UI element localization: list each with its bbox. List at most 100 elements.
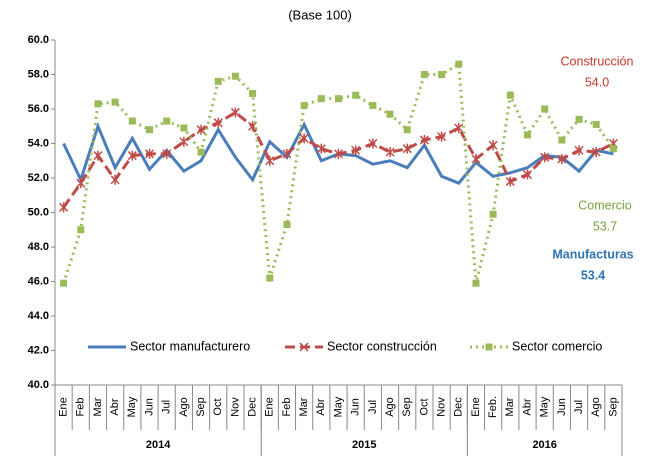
marker xyxy=(575,115,583,123)
marker xyxy=(506,91,514,99)
marker xyxy=(369,102,377,110)
marker xyxy=(110,174,120,185)
marker xyxy=(541,105,549,113)
x-tick-label: Ene xyxy=(470,397,482,417)
marker xyxy=(128,117,136,125)
x-tick-label: May xyxy=(539,396,551,417)
marker xyxy=(180,124,188,132)
marker xyxy=(213,117,223,128)
marker xyxy=(282,148,292,159)
marker xyxy=(60,279,68,287)
marker xyxy=(335,95,342,103)
marker xyxy=(179,136,189,147)
marker xyxy=(368,138,378,149)
x-tick-label: Jun xyxy=(143,398,155,416)
annotation: Manufacturas xyxy=(552,247,633,261)
marker xyxy=(317,95,325,103)
marker xyxy=(146,126,153,134)
legend-label: Sector manufacturero xyxy=(130,339,250,353)
marker xyxy=(231,72,239,80)
marker xyxy=(591,147,601,158)
legend-marker xyxy=(485,343,493,351)
x-tick-label: Sep xyxy=(195,397,207,417)
marker xyxy=(386,110,394,118)
annotation: 53.7 xyxy=(593,219,617,233)
y-tick-label: 50.0 xyxy=(28,206,49,218)
marker xyxy=(403,126,411,134)
marker xyxy=(402,143,412,154)
x-tick-label: Oct xyxy=(212,398,224,415)
annotation: 53.4 xyxy=(581,268,605,282)
marker xyxy=(300,102,308,110)
marker xyxy=(77,226,85,234)
marker xyxy=(266,274,274,282)
marker xyxy=(76,178,86,189)
marker xyxy=(574,145,584,156)
marker xyxy=(299,133,309,144)
marker xyxy=(163,117,171,125)
legend-label: Sector construcción xyxy=(327,339,437,353)
marker xyxy=(540,152,550,163)
marker xyxy=(196,124,206,135)
marker xyxy=(214,77,222,85)
x-tick-label: Mar xyxy=(504,397,516,416)
marker xyxy=(609,145,617,153)
group-label: 2015 xyxy=(352,439,376,451)
x-tick-label: Abr xyxy=(521,398,533,415)
chart-title: (Base 100) xyxy=(288,7,352,22)
legend-label: Sector comercio xyxy=(512,339,602,353)
marker xyxy=(557,154,567,165)
annotation: Construcción xyxy=(561,54,634,68)
marker xyxy=(524,131,531,139)
x-tick-label: Ago xyxy=(590,397,602,417)
series-line xyxy=(62,61,615,284)
x-tick-label: Ene xyxy=(264,397,276,417)
marker xyxy=(144,148,155,159)
marker xyxy=(438,71,446,78)
x-tick-label: Ago xyxy=(384,397,396,417)
x-tick-label: Feb. xyxy=(487,396,499,418)
y-tick-label: 54.0 xyxy=(28,137,49,149)
x-tick-label: Jul xyxy=(573,400,585,414)
y-tick-label: 56.0 xyxy=(28,103,49,115)
x-tick-label: Oct xyxy=(418,398,430,415)
marker xyxy=(230,107,240,118)
marker xyxy=(127,150,137,161)
marker xyxy=(352,91,360,99)
x-tick-label: Dec xyxy=(453,397,465,417)
y-tick-label: 46.0 xyxy=(28,275,49,287)
marker xyxy=(249,89,257,97)
y-tick-label: 42.0 xyxy=(28,344,49,356)
x-tick-label: Feb xyxy=(281,398,293,417)
y-tick-label: 58.0 xyxy=(28,68,49,80)
marker xyxy=(283,221,291,229)
x-tick-label: Sep xyxy=(607,397,619,417)
marker xyxy=(111,98,119,106)
marker xyxy=(437,131,447,142)
marker xyxy=(419,135,429,146)
annotation: Comercio xyxy=(578,198,632,212)
x-tick-label: Mar xyxy=(92,397,104,416)
x-tick-label: Dec xyxy=(246,397,258,417)
marker xyxy=(505,176,515,187)
x-tick-label: Sep xyxy=(401,397,413,417)
marker xyxy=(558,136,566,144)
x-tick-label: Jul xyxy=(367,400,379,414)
x-tick-label: Jun xyxy=(350,398,362,416)
x-tick-label: Mar xyxy=(298,397,310,416)
y-tick-label: 52.0 xyxy=(28,172,49,184)
y-tick-label: 48.0 xyxy=(28,241,49,253)
x-tick-label: Jun xyxy=(556,398,568,416)
y-tick-label: 44.0 xyxy=(28,310,49,322)
x-tick-label: May xyxy=(126,396,138,417)
x-tick-label: Nov xyxy=(435,397,447,417)
x-tick-label: Jul xyxy=(161,400,173,414)
marker xyxy=(333,148,344,159)
marker xyxy=(316,143,326,154)
legend-marker xyxy=(299,342,309,352)
annotation: 54.0 xyxy=(585,75,609,89)
marker xyxy=(420,71,428,78)
marker xyxy=(162,148,172,159)
marker xyxy=(592,121,600,129)
